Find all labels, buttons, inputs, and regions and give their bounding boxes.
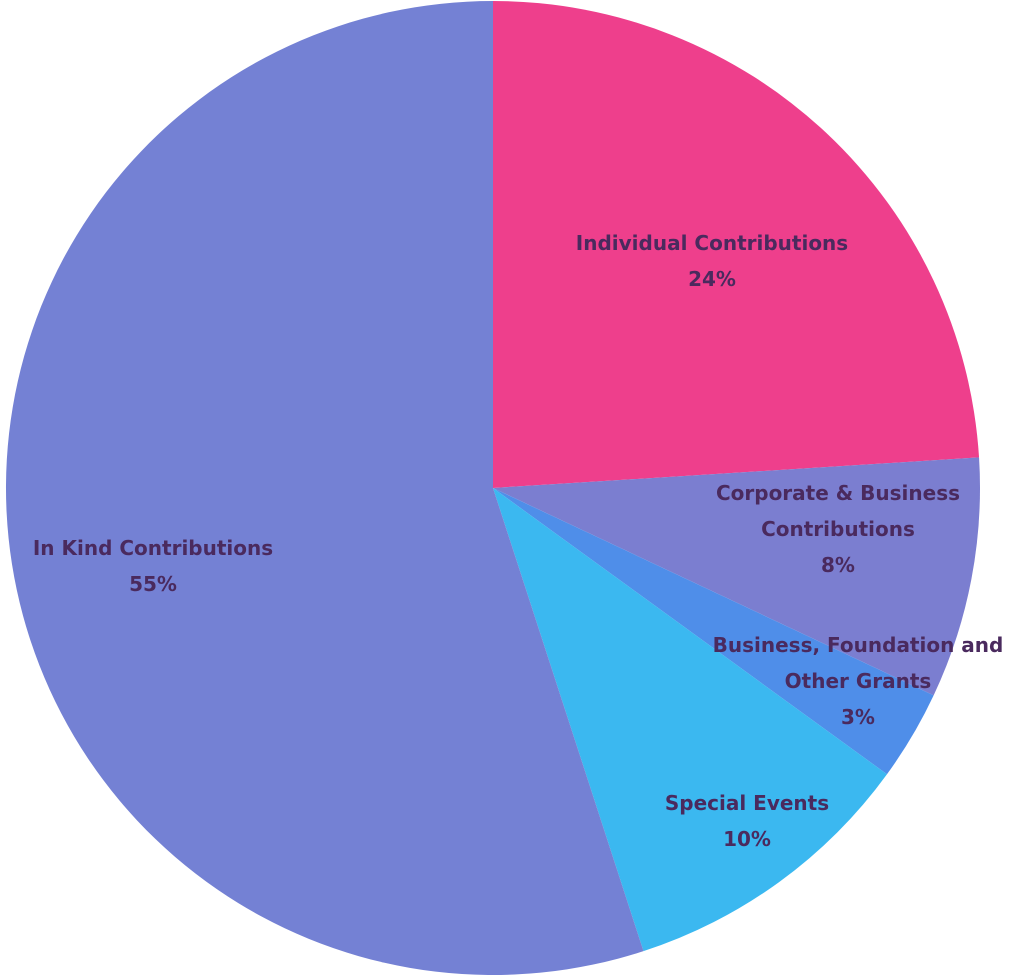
slice-label: In Kind Contributions 55% [33,536,273,596]
slice-percent-label: 10% [723,827,771,851]
pie-slice [5,0,644,975]
slice-name-label: Special Events [665,791,829,815]
pie-slice [493,457,981,696]
slice-percent-label: 55% [129,572,177,596]
slice-name-label: In Kind Contributions [33,536,273,560]
slice-name-label: Corporate & Business [716,481,960,505]
slice-percent-label: 3% [841,705,875,729]
slice-percent-label: 8% [821,553,855,577]
slice-name-label: Individual Contributions [576,231,848,255]
slice-name-label: Other Grants [785,669,932,693]
pie-slice [493,488,887,952]
pie-labels: Individual Contributions 24% Corporate & B… [33,231,1004,851]
pie-slice [493,1,980,488]
slice-label: Business, Foundation and Other Grants 3% [713,633,1004,729]
pie-slice [493,488,934,775]
slice-name-label: Business, Foundation and [713,633,1004,657]
slice-label: Special Events 10% [665,791,829,851]
slice-label: Individual Contributions 24% [576,231,848,291]
slice-percent-label: 24% [688,267,736,291]
slice-label: Corporate & Business Contributions 8% [716,481,960,577]
slice-name-label: Contributions [761,517,915,541]
pie-slices [5,0,981,975]
